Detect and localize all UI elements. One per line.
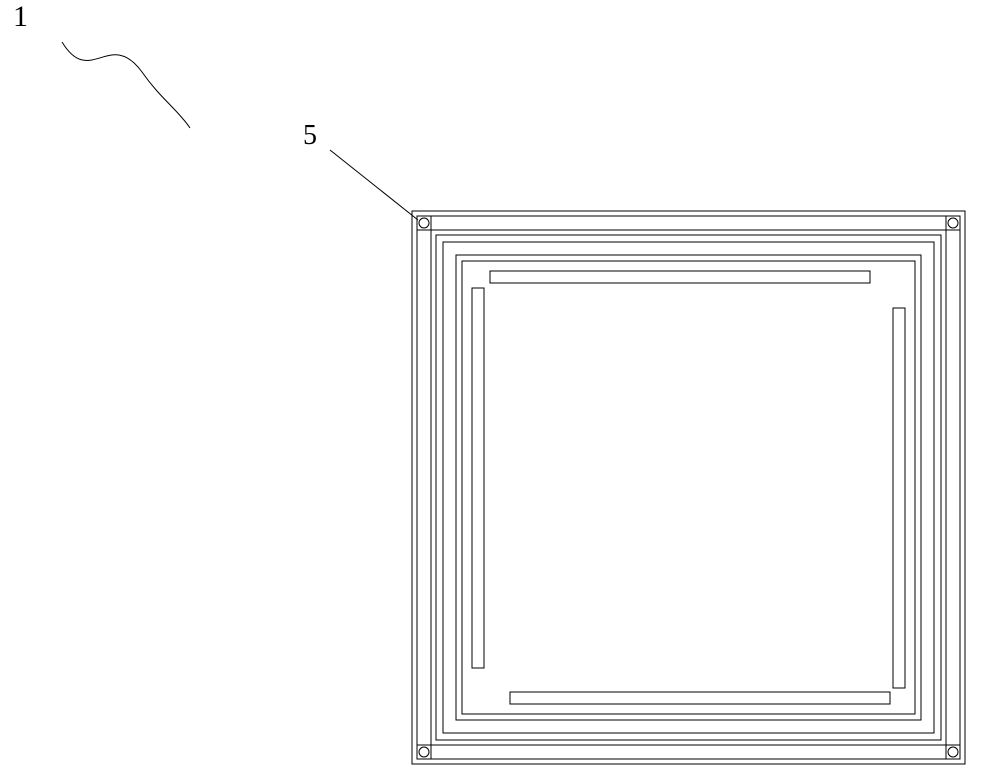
corner-hole-tl (419, 218, 429, 228)
callout-label-5: 5 (303, 120, 317, 152)
inner-strip-right (893, 308, 905, 688)
diagram-svg (0, 0, 1000, 783)
corner-hole-br (948, 747, 958, 757)
outer-rect-0 (412, 211, 965, 764)
diagram-stage: 1 5 (0, 0, 1000, 783)
corner-hole-tr (948, 218, 958, 228)
frame-strip-left (417, 230, 431, 745)
inner-strip-left (472, 288, 484, 668)
callout-label-1: 1 (13, 0, 28, 34)
inner-strip-bottom (510, 692, 890, 704)
inner-strip-top (490, 271, 870, 283)
outer-rect-1 (417, 216, 960, 759)
mid-rect-0 (436, 235, 941, 740)
frame-strip-top (431, 216, 946, 230)
leader-line-5 (330, 150, 418, 220)
frame-strip-right (946, 230, 960, 745)
diagram-root (62, 42, 965, 764)
frame-strip-bottom (431, 745, 946, 759)
mid-rect-1 (443, 242, 934, 733)
corner-hole-bl (419, 747, 429, 757)
squiggle-line (62, 42, 190, 128)
mid-rect-2 (456, 255, 921, 720)
mid-rect-3 (462, 261, 915, 714)
